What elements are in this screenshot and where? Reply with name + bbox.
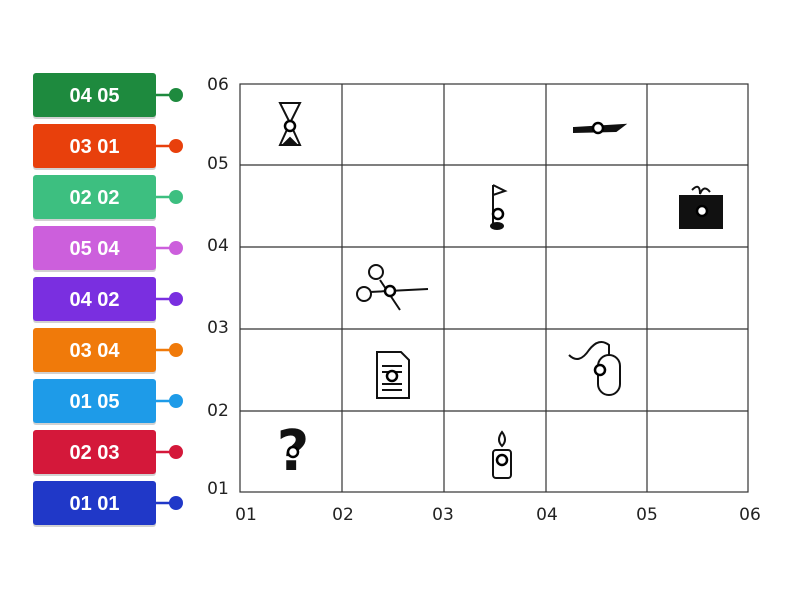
label-tile[interactable]: 04 05 — [33, 73, 183, 119]
y-axis-label: 02 — [207, 401, 229, 421]
drop-target[interactable] — [283, 119, 297, 133]
label-text: 02 03 — [69, 442, 119, 464]
label-tile[interactable]: 02 02 — [33, 175, 183, 221]
x-axis-label: 03 — [432, 505, 454, 525]
label-box — [33, 175, 156, 219]
connector-dot — [169, 88, 183, 102]
label-text: 03 04 — [69, 340, 120, 362]
label-tile[interactable]: 01 01 — [33, 481, 183, 527]
grid — [239, 83, 749, 493]
y-axis-label: 05 — [207, 154, 229, 174]
drop-target[interactable] — [385, 369, 399, 383]
connector-dot — [169, 496, 183, 510]
label-text: 02 02 — [69, 187, 119, 209]
y-axis-label: 01 — [207, 479, 229, 499]
drop-target[interactable] — [383, 284, 397, 298]
connector-dot — [169, 241, 183, 255]
label-box — [33, 73, 156, 117]
label-text: 04 02 — [69, 289, 119, 311]
drop-target[interactable] — [695, 204, 709, 218]
y-axis-label: 04 — [207, 236, 229, 256]
label-tile[interactable]: 02 03 — [33, 430, 183, 476]
label-tile[interactable]: 04 02 — [33, 277, 183, 323]
label-text: 04 05 — [69, 85, 119, 107]
drop-target[interactable] — [286, 445, 300, 459]
label-tile[interactable]: 03 04 — [33, 328, 183, 374]
label-text: 01 05 — [69, 391, 119, 413]
x-axis-label: 05 — [636, 505, 658, 525]
label-tile[interactable]: 03 01 — [33, 124, 183, 170]
connector-dot — [169, 343, 183, 357]
y-axis-label: 03 — [207, 318, 229, 338]
label-box — [33, 124, 156, 168]
drop-target[interactable] — [495, 453, 509, 467]
icons: ? — [277, 102, 723, 484]
label-box — [33, 430, 156, 474]
x-axis-label: 04 — [536, 505, 558, 525]
drop-target[interactable] — [593, 363, 607, 377]
y-axis-label: 06 — [207, 75, 229, 95]
label-box — [33, 328, 156, 372]
drop-target[interactable] — [591, 121, 605, 135]
label-tile[interactable]: 01 05 — [33, 379, 183, 425]
label-box — [33, 481, 156, 525]
label-box — [33, 277, 156, 321]
label-box — [33, 379, 156, 423]
label-text: 01 01 — [69, 493, 119, 515]
label-tile[interactable]: 05 04 — [33, 226, 183, 272]
label-text: 03 01 — [69, 136, 119, 158]
x-axis-label: 06 — [739, 505, 761, 525]
connector-dot — [169, 445, 183, 459]
drop-targets — [283, 119, 709, 467]
connector-dot — [169, 139, 183, 153]
drop-target[interactable] — [491, 207, 505, 221]
x-axis-label: 02 — [332, 505, 354, 525]
label-text: 05 04 — [69, 238, 120, 260]
x-axis-label: 01 — [235, 505, 257, 525]
connector-dot — [169, 292, 183, 306]
connector-dot — [169, 394, 183, 408]
connector-dot — [169, 190, 183, 204]
label-box — [33, 226, 156, 270]
